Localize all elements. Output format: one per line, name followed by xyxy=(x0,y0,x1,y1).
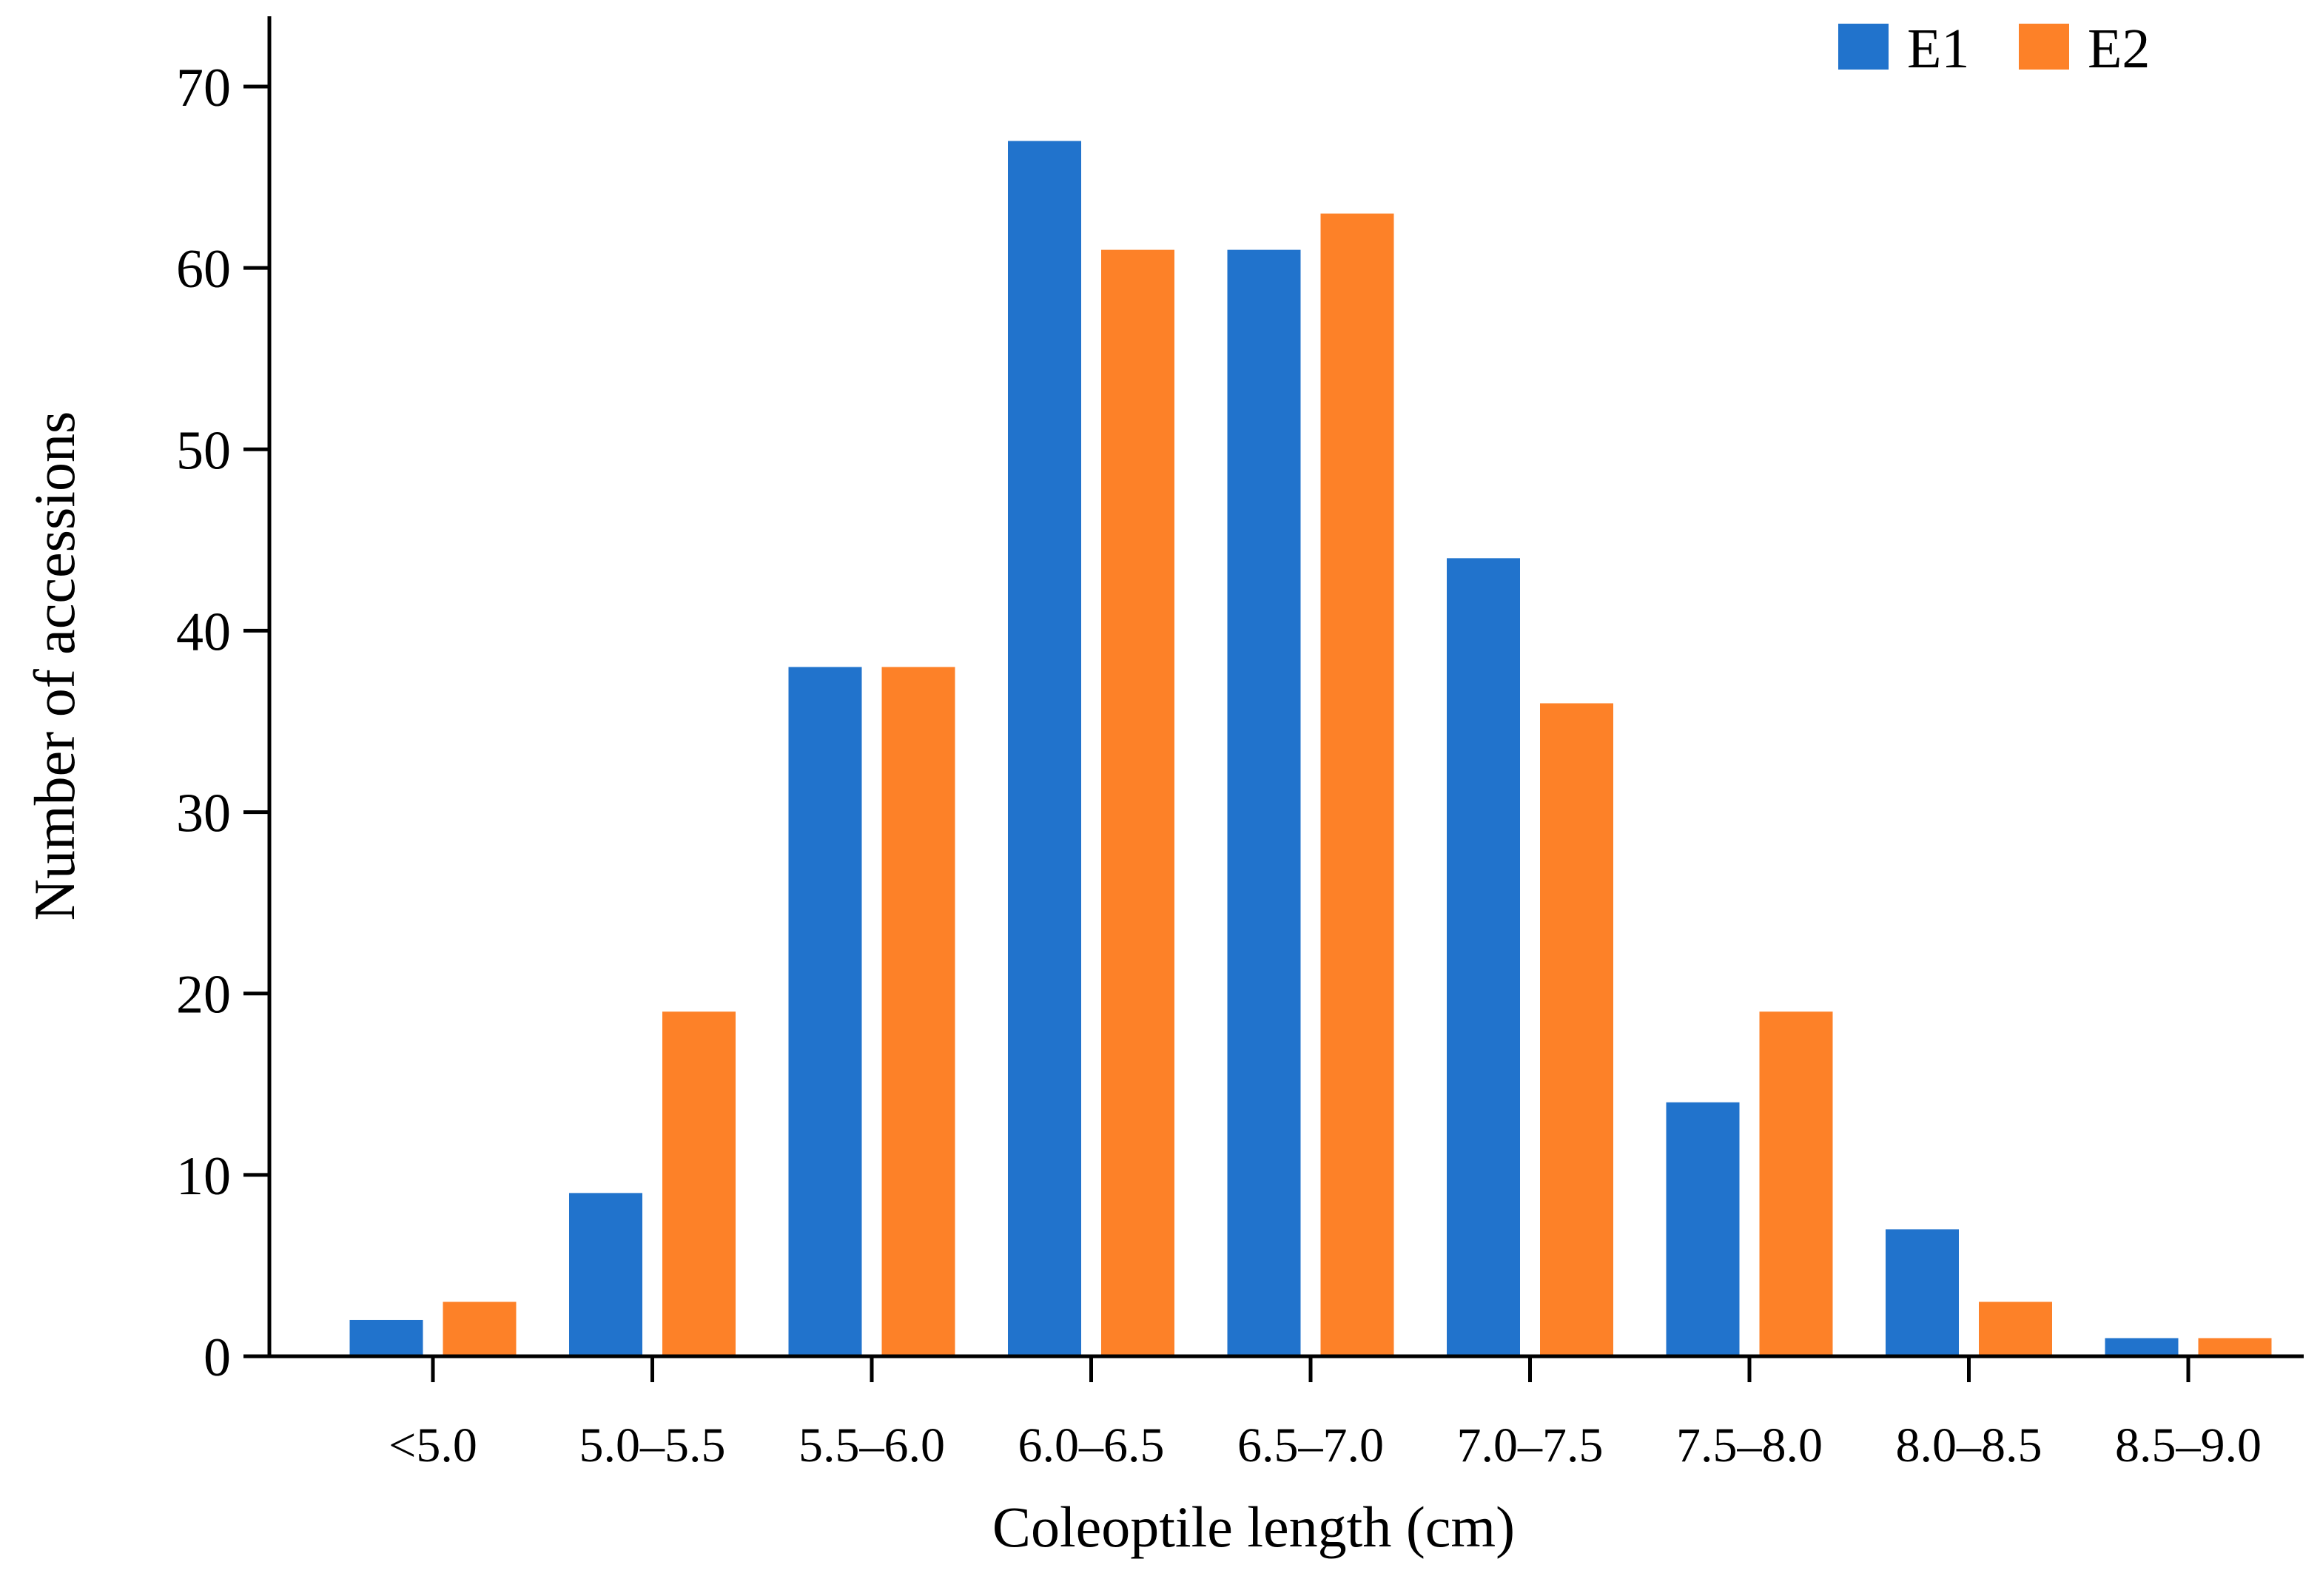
y-tick-label-60: 60 xyxy=(176,239,231,300)
x-axis-label: Coleoptile length (cm) xyxy=(992,1495,1515,1559)
x-tick-label-9: 8.5–9.0 xyxy=(2115,1418,2262,1472)
bar-e2-1 xyxy=(443,1302,517,1356)
x-tick-label-3: 5.5–6.0 xyxy=(798,1418,945,1472)
bar-e2-7 xyxy=(1759,1011,1833,1356)
x-tick-label-2: 5.0–5.5 xyxy=(579,1418,726,1472)
bar-e1-6 xyxy=(1447,558,1520,1357)
y-tick-label-10: 10 xyxy=(176,1146,231,1207)
bar-e2-5 xyxy=(1320,213,1394,1357)
bar-e1-3 xyxy=(788,667,862,1356)
bar-e1-2 xyxy=(569,1193,642,1356)
bar-e1-1 xyxy=(349,1319,423,1356)
x-tick-label-5: 6.5–7.0 xyxy=(1237,1418,1384,1472)
x-tick-label-1: <5.0 xyxy=(389,1418,477,1472)
legend-swatch-e1 xyxy=(1838,24,1889,70)
y-tick-label-20: 20 xyxy=(176,965,231,1026)
bar-e1-8 xyxy=(1886,1229,1959,1356)
y-tick-label-0: 0 xyxy=(204,1327,231,1388)
x-tick-label-6: 7.0–7.5 xyxy=(1457,1418,1604,1472)
y-tick-label-30: 30 xyxy=(176,784,231,844)
bar-e1-9 xyxy=(2105,1338,2179,1356)
bars-group xyxy=(349,141,2272,1357)
x-tick-label-4: 6.0–6.5 xyxy=(1018,1418,1165,1472)
legend: E1 E2 xyxy=(1838,18,2150,80)
bar-e2-2 xyxy=(662,1011,736,1356)
bar-e1-4 xyxy=(1008,141,1081,1357)
bar-e2-4 xyxy=(1101,249,1174,1357)
legend-label-e1: E1 xyxy=(1907,18,1969,80)
bar-e2-3 xyxy=(881,667,955,1356)
y-tick-label-70: 70 xyxy=(176,58,231,118)
legend-swatch-e2 xyxy=(2019,24,2069,70)
x-tick-label-7: 7.5–8.0 xyxy=(1676,1418,1823,1472)
y-tick-label-40: 40 xyxy=(176,602,231,662)
bar-e2-9 xyxy=(2198,1338,2272,1356)
axes-group: 0 10 20 30 40 50 60 70 <5.0 5.0–5.5 5.5–6.0 6.0–6.5… xyxy=(176,16,2304,1472)
bar-e1-5 xyxy=(1227,249,1301,1357)
bar-e2-6 xyxy=(1540,703,1613,1356)
bar-e1-7 xyxy=(1666,1102,1740,1356)
y-axis-label: Number of accessions xyxy=(22,411,87,921)
bar-e2-8 xyxy=(1979,1302,2052,1356)
legend-label-e2: E2 xyxy=(2088,18,2150,80)
x-tick-label-8: 8.0–8.5 xyxy=(1896,1418,2042,1472)
y-tick-label-50: 50 xyxy=(176,420,231,481)
